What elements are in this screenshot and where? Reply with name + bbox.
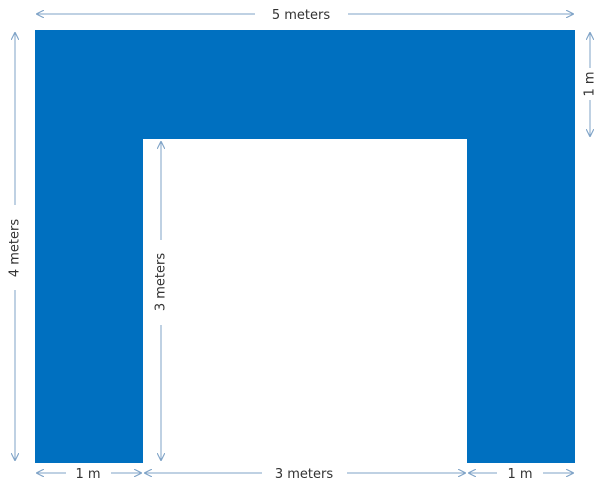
inner-height-label: 3 meters bbox=[154, 253, 169, 312]
bottom-left-label: 1 m bbox=[75, 467, 100, 482]
top-width-label: 5 meters bbox=[272, 8, 331, 23]
bottom-right-label: 1 m bbox=[507, 467, 532, 482]
left-height-label: 4 meters bbox=[8, 219, 23, 278]
bottom-middle-label: 3 meters bbox=[275, 467, 334, 482]
right-thickness-label: 1 m bbox=[583, 71, 596, 96]
u-shape bbox=[35, 30, 575, 463]
